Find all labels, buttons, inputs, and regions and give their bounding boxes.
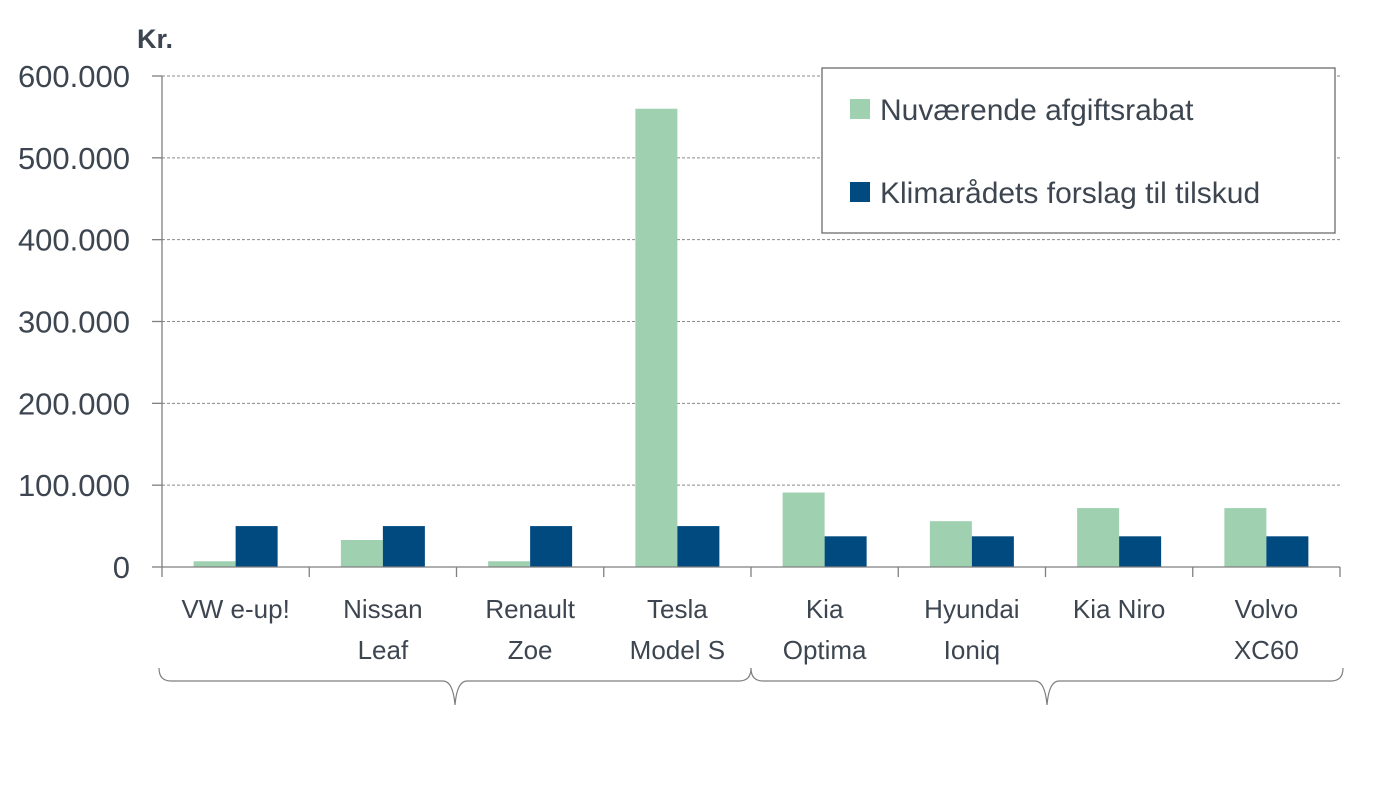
legend-label-afgiftsrabat: Nuværende afgiftsrabat xyxy=(880,94,1194,127)
y-tick-label: 600.000 xyxy=(18,59,130,94)
bar-tilskud xyxy=(382,526,425,567)
x-tick-label: Optima xyxy=(783,635,867,665)
bar-afgiftsrabat xyxy=(340,539,383,567)
bar-tilskud xyxy=(1266,536,1309,567)
bar-tilskud xyxy=(1119,536,1162,567)
y-tick-label: 300.000 xyxy=(18,305,130,340)
x-tick-label: Leaf xyxy=(358,635,409,665)
y-unit-label: Kr. xyxy=(137,24,173,54)
bar-afgiftsrabat xyxy=(635,108,678,567)
category-braces xyxy=(158,667,1344,706)
legend-label-tilskud: Klimarådets forslag til tilskud xyxy=(880,177,1260,210)
bar-afgiftsrabat xyxy=(1077,508,1120,567)
axes xyxy=(161,76,1341,577)
x-tick-labels: VW e-up! Nissan Leaf Renault Zoe Tesla Model S… xyxy=(181,594,1298,665)
y-tick-label: 0 xyxy=(113,550,130,585)
x-tick-label: Ioniq xyxy=(944,635,1000,665)
bar-tilskud xyxy=(971,536,1014,567)
x-tick-label: XC60 xyxy=(1234,635,1299,665)
x-tick-label: Kia xyxy=(806,594,844,624)
y-tick-label: 200.000 xyxy=(18,386,130,421)
bar-afgiftsrabat xyxy=(929,521,972,567)
group-brace xyxy=(750,667,1344,706)
bars xyxy=(193,108,1309,567)
x-tick-label: Volvo xyxy=(1235,594,1299,624)
bar-afgiftsrabat xyxy=(782,492,825,567)
group-brace xyxy=(158,667,752,706)
x-tick-label: Renault xyxy=(485,594,575,624)
x-tick-label: Hyundai xyxy=(924,594,1019,624)
y-tick-label: 400.000 xyxy=(18,223,130,258)
bar-afgiftsrabat xyxy=(193,561,236,567)
x-tick-label: VW e-up! xyxy=(181,594,289,624)
bar-afgiftsrabat xyxy=(488,561,531,567)
y-tick-labels: 0 100.000 200.000 300.000 400.000 500.000 600.… xyxy=(18,59,130,585)
legend-swatch-afgiftsrabat xyxy=(850,99,870,119)
legend-swatch-tilskud xyxy=(850,182,870,202)
x-tick-label: Nissan xyxy=(343,594,422,624)
bar-tilskud xyxy=(235,526,278,567)
bar-tilskud xyxy=(530,526,573,567)
bar-afgiftsrabat xyxy=(1224,508,1267,567)
x-tick-label: Zoe xyxy=(508,635,553,665)
bar-tilskud xyxy=(677,526,720,567)
x-tick-label: Kia Niro xyxy=(1073,594,1165,624)
legend-box xyxy=(821,67,1336,234)
y-tick-label: 500.000 xyxy=(18,141,130,176)
y-tick-label: 100.000 xyxy=(18,468,130,503)
bar-tilskud xyxy=(824,536,867,567)
x-tick-label: Tesla xyxy=(647,594,708,624)
x-tick-label: Model S xyxy=(630,635,725,665)
legend: Nuværende afgiftsrabat Klimarådets forsl… xyxy=(821,67,1336,234)
